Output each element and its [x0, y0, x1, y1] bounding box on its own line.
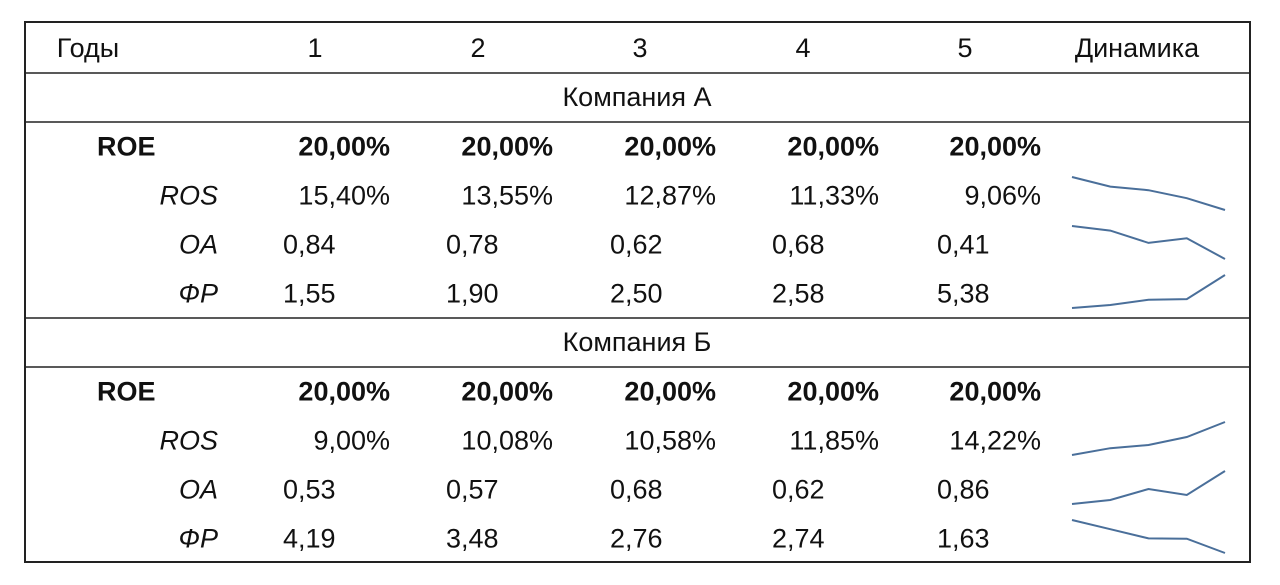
row-name: ROE: [97, 377, 156, 407]
value-cell: 20,00%: [298, 377, 390, 407]
row-name: ФР: [179, 279, 218, 309]
value-cell: 20,00%: [949, 377, 1041, 407]
sparkline: [1071, 176, 1226, 211]
header-cell: Годы: [57, 33, 119, 63]
value-cell: 15,40%: [298, 181, 390, 211]
value-cell: 20,00%: [461, 132, 553, 162]
header-cell: 1: [307, 33, 322, 63]
value-cell: 9,06%: [964, 181, 1041, 211]
value-cell: 0,62: [772, 475, 825, 505]
value-cell: 14,22%: [949, 426, 1041, 456]
value-cell: 0,62: [610, 230, 663, 260]
value-cell: 0,84: [283, 230, 336, 260]
sparkline: [1071, 470, 1226, 505]
value-cell: 2,76: [610, 524, 663, 554]
value-cell: 0,53: [283, 475, 336, 505]
value-cell: 20,00%: [624, 377, 716, 407]
row-name: ROS: [159, 181, 218, 211]
header-cell: Динамика: [1075, 33, 1200, 63]
value-cell: 2,74: [772, 524, 825, 554]
header-cell: 4: [795, 33, 810, 63]
section-title: Компания А: [562, 82, 711, 112]
value-cell: 2,58: [772, 279, 825, 309]
table-border: [24, 21, 1251, 563]
value-cell: 9,00%: [313, 426, 390, 456]
value-cell: 10,08%: [461, 426, 553, 456]
row-name: ROS: [159, 426, 218, 456]
value-cell: 1,55: [283, 279, 336, 309]
value-cell: 4,19: [283, 524, 336, 554]
sparkline: [1071, 519, 1226, 554]
value-cell: 5,38: [937, 279, 990, 309]
value-cell: 20,00%: [461, 377, 553, 407]
sparkline: [1071, 274, 1226, 309]
value-cell: 20,00%: [787, 132, 879, 162]
value-cell: 0,78: [446, 230, 499, 260]
value-cell: 11,85%: [789, 426, 879, 456]
value-cell: 1,90: [446, 279, 499, 309]
value-cell: 0,57: [446, 475, 499, 505]
row-name: OA: [179, 230, 218, 260]
value-cell: 0,41: [937, 230, 990, 260]
value-cell: 12,87%: [624, 181, 716, 211]
header-cell: 2: [470, 33, 485, 63]
value-cell: 0,68: [772, 230, 825, 260]
value-cell: 20,00%: [949, 132, 1041, 162]
value-cell: 0,68: [610, 475, 663, 505]
value-cell: 13,55%: [461, 181, 553, 211]
value-cell: 0,86: [937, 475, 990, 505]
value-cell: 10,58%: [624, 426, 716, 456]
row-name: ROE: [97, 132, 156, 162]
header-cell: 5: [957, 33, 972, 63]
sparkline: [1071, 225, 1226, 260]
header-cell: 3: [632, 33, 647, 63]
value-cell: 20,00%: [787, 377, 879, 407]
value-cell: 11,33%: [789, 181, 879, 211]
value-cell: 2,50: [610, 279, 663, 309]
row-name: OA: [179, 475, 218, 505]
row-name: ФР: [179, 524, 218, 554]
value-cell: 20,00%: [624, 132, 716, 162]
value-cell: 1,63: [937, 524, 990, 554]
value-cell: 20,00%: [298, 132, 390, 162]
value-cell: 3,48: [446, 524, 499, 554]
sparkline: [1071, 421, 1226, 456]
section-title: Компания Б: [563, 327, 712, 357]
